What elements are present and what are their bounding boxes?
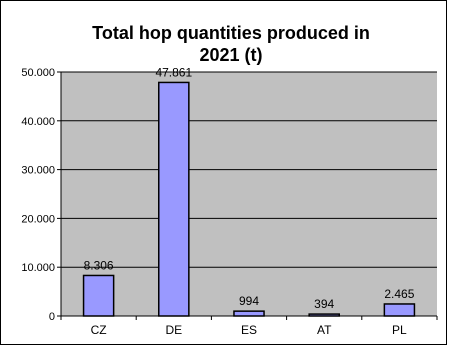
y-tick-label: 0 <box>49 311 55 323</box>
x-tick-label-pl: PL <box>392 323 407 337</box>
bar-at <box>308 313 340 317</box>
y-tick-label: 50.000 <box>21 67 55 79</box>
data-label-at: 394 <box>314 297 334 311</box>
data-label-cz: 8.306 <box>84 258 114 272</box>
bar-cz <box>82 274 115 317</box>
y-tick-label: 10.000 <box>21 262 55 274</box>
bar-es <box>233 310 265 317</box>
x-tick-label-de: DE <box>165 323 182 337</box>
y-tick-label: 40.000 <box>21 116 55 128</box>
bar-de <box>158 81 190 317</box>
plot-area <box>61 72 437 316</box>
x-tick-label-es: ES <box>241 323 257 337</box>
x-tick-label-cz: CZ <box>91 323 107 337</box>
y-tick-label: 30.000 <box>21 165 55 177</box>
chart-title-line-1: Total hop quantities produced in <box>92 23 370 43</box>
data-label-pl: 2.465 <box>384 287 414 301</box>
x-tick-label-at: AT <box>317 323 332 337</box>
bar-pl <box>383 303 416 317</box>
data-label-es: 994 <box>239 294 259 308</box>
chart-title-line-2: 2021 (t) <box>199 45 263 65</box>
data-label-de: 47.861 <box>155 65 192 79</box>
y-tick-label: 20.000 <box>21 213 55 225</box>
